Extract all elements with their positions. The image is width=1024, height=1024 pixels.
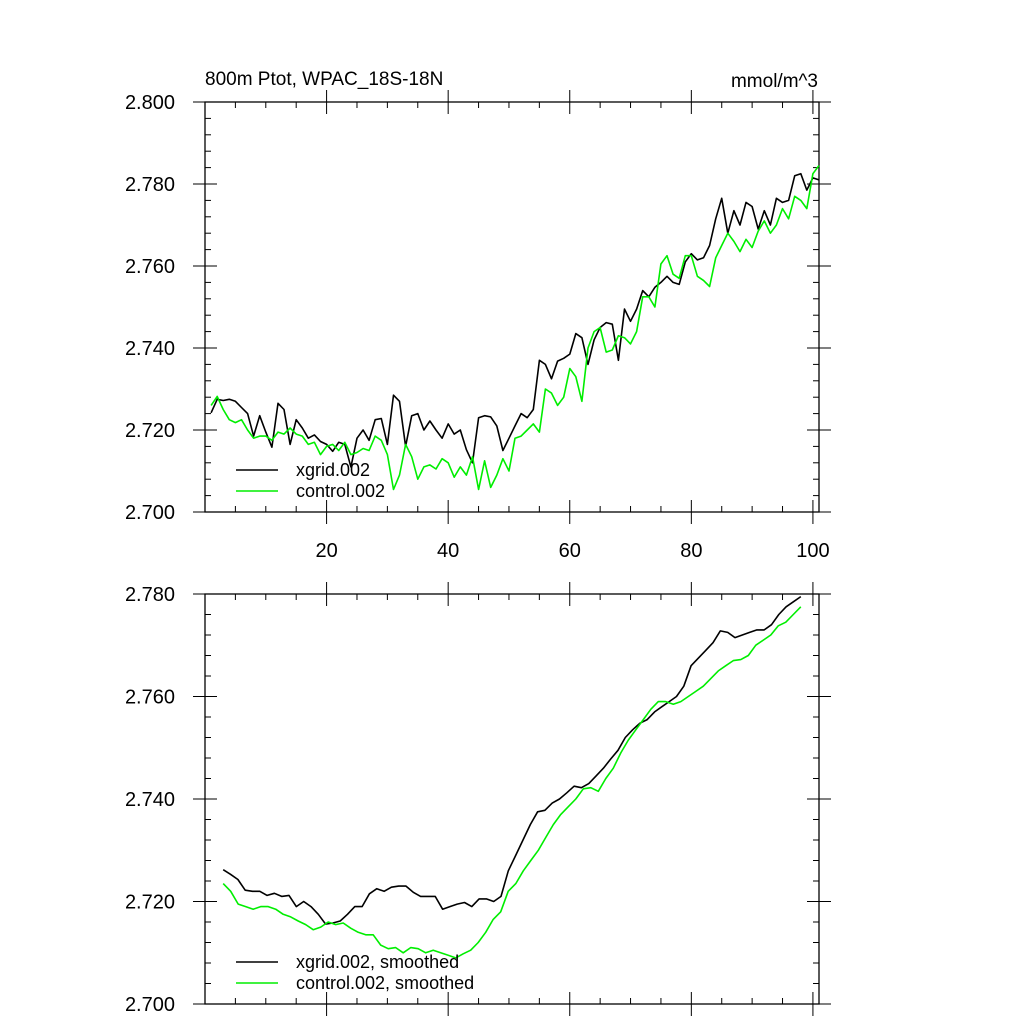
ticks-bottom	[193, 582, 831, 1016]
series-line-xgrid	[222, 595, 802, 925]
top-panel: 800m Ptot, WPAC_18S-18N mmol/m^3 2.7002.…	[125, 69, 831, 562]
legend-top: xgrid.002 control.002	[236, 460, 385, 501]
plot-frame-top	[204, 101, 820, 513]
x-tick-label: 100	[796, 540, 829, 562]
y-tick-labels-top: 2.700 2.720 2.740 2.760 2.780 2.800	[125, 92, 175, 524]
y-tick-label: 2.760	[125, 687, 175, 709]
x-tick-label: 40	[437, 540, 459, 562]
y-tick-label: 2.800	[125, 92, 175, 114]
ticks-top	[193, 90, 831, 524]
legend-label-control: control.002	[296, 481, 385, 501]
y-tick-label: 2.760	[125, 256, 175, 278]
y-tick-label: 2.700	[125, 994, 175, 1016]
x-tick-label: 20	[315, 540, 337, 562]
legend-label-control-smoothed: control.002, smoothed	[296, 973, 474, 993]
x-tick-label: 80	[680, 540, 702, 562]
y-tick-label: 2.720	[125, 420, 175, 442]
bottom-panel: 2.700 2.720 2.740 2.760 2.780 xgrid.002, smo…	[125, 582, 831, 1016]
legend-label-xgrid: xgrid.002	[296, 460, 370, 480]
y-tick-label: 2.780	[125, 584, 175, 606]
series-line-xgrid	[210, 172, 820, 468]
y-tick-label: 2.720	[125, 892, 175, 914]
y-tick-label: 2.780	[125, 174, 175, 196]
y-tick-label: 2.740	[125, 338, 175, 360]
chart-title: 800m Ptot, WPAC_18S-18N	[205, 69, 443, 90]
y-tick-labels-bottom: 2.700 2.720 2.740 2.760 2.780	[125, 584, 175, 1016]
legend-bottom: xgrid.002, smoothed control.002, smoothe…	[236, 952, 474, 993]
legend-label-xgrid-smoothed: xgrid.002, smoothed	[296, 952, 459, 972]
y-tick-label: 2.700	[125, 502, 175, 524]
series-bottom	[222, 595, 802, 959]
x-tick-labels-top: 20 40 60 80 100	[315, 540, 829, 562]
series-top	[210, 165, 820, 491]
series-line-control	[210, 165, 820, 491]
y-tick-label: 2.740	[125, 789, 175, 811]
series-line-control	[222, 606, 802, 959]
x-tick-label: 60	[559, 540, 581, 562]
units-label: mmol/m^3	[731, 71, 818, 92]
